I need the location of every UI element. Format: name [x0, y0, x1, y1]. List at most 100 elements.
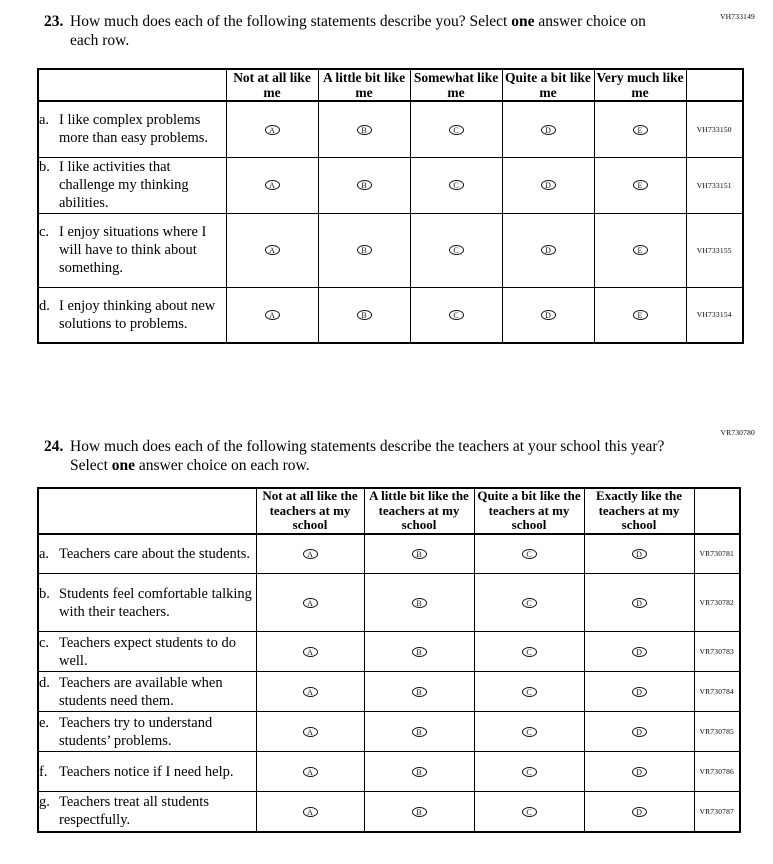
answer-option-cell[interactable]: C: [409, 286, 503, 344]
answer-bubble-b[interactable]: B: [356, 124, 372, 135]
answer-bubble-b[interactable]: B: [411, 726, 427, 737]
answer-bubble-a[interactable]: A: [264, 245, 280, 256]
answer-bubble-d[interactable]: D: [540, 124, 556, 135]
answer-bubble-b[interactable]: B: [411, 806, 427, 817]
answer-option-cell[interactable]: C: [473, 671, 585, 712]
answer-bubble-e[interactable]: E: [632, 180, 648, 191]
answer-bubble-c[interactable]: C: [448, 310, 464, 321]
answer-bubble-b[interactable]: B: [411, 686, 427, 697]
answer-option-cell[interactable]: D: [583, 671, 695, 712]
answer-option-cell[interactable]: B: [317, 212, 411, 288]
answer-bubble-c[interactable]: C: [521, 549, 537, 560]
answer-bubble-d[interactable]: D: [631, 806, 647, 817]
answer-bubble-c[interactable]: C: [521, 806, 537, 817]
answer-bubble-c[interactable]: C: [521, 646, 537, 657]
answer-option-cell[interactable]: A: [225, 286, 319, 344]
answer-bubble-b[interactable]: B: [411, 766, 427, 777]
answer-option-cell[interactable]: D: [501, 212, 595, 288]
answer-option-cell[interactable]: B: [363, 631, 475, 672]
answer-bubble-e[interactable]: E: [632, 124, 648, 135]
answer-bubble-a[interactable]: A: [302, 597, 318, 608]
answer-option-cell[interactable]: C: [473, 533, 585, 574]
answer-option-cell[interactable]: A: [255, 631, 365, 672]
answer-bubble-c[interactable]: C: [448, 124, 464, 135]
table-row: c. Teachers expect students to do well. A B…: [37, 631, 741, 672]
answer-bubble-b[interactable]: B: [411, 646, 427, 657]
answer-option-cell[interactable]: C: [409, 100, 503, 158]
answer-option-cell[interactable]: A: [255, 791, 365, 833]
answer-bubble-e[interactable]: E: [632, 310, 648, 321]
answer-bubble-a[interactable]: A: [302, 726, 318, 737]
answer-bubble-d[interactable]: D: [631, 686, 647, 697]
answer-option-cell[interactable]: D: [583, 751, 695, 792]
answer-option-cell[interactable]: C: [409, 156, 503, 214]
answer-option-cell[interactable]: B: [317, 156, 411, 214]
answer-option-cell[interactable]: B: [363, 751, 475, 792]
answer-bubble-c[interactable]: C: [448, 245, 464, 256]
answer-option-cell[interactable]: D: [583, 631, 695, 672]
answer-option-cell[interactable]: D: [501, 286, 595, 344]
answer-option-cell[interactable]: D: [501, 100, 595, 158]
answer-bubble-a[interactable]: A: [264, 180, 280, 191]
answer-bubble-c[interactable]: C: [521, 766, 537, 777]
answer-option-cell[interactable]: D: [583, 573, 695, 632]
answer-option-cell[interactable]: A: [255, 533, 365, 574]
answer-bubble-b[interactable]: B: [356, 310, 372, 321]
answer-option-cell[interactable]: B: [363, 671, 475, 712]
answer-option-cell[interactable]: B: [317, 286, 411, 344]
answer-bubble-d[interactable]: D: [631, 766, 647, 777]
answer-bubble-a[interactable]: A: [264, 124, 280, 135]
answer-bubble-c[interactable]: C: [521, 686, 537, 697]
answer-bubble-c[interactable]: C: [448, 180, 464, 191]
answer-option-cell[interactable]: A: [225, 212, 319, 288]
answer-bubble-e[interactable]: E: [632, 245, 648, 256]
answer-option-cell[interactable]: D: [583, 711, 695, 752]
answer-option-cell[interactable]: A: [255, 573, 365, 632]
answer-bubble-d[interactable]: D: [540, 310, 556, 321]
answer-bubble-a[interactable]: A: [302, 766, 318, 777]
answer-option-cell[interactable]: A: [255, 711, 365, 752]
answer-option-cell[interactable]: E: [593, 212, 687, 288]
answer-option-cell[interactable]: C: [473, 711, 585, 752]
answer-option-cell[interactable]: C: [409, 212, 503, 288]
answer-option-cell[interactable]: B: [363, 791, 475, 833]
answer-option-cell[interactable]: C: [473, 573, 585, 632]
answer-bubble-d[interactable]: D: [540, 245, 556, 256]
answer-option-cell[interactable]: B: [363, 533, 475, 574]
answer-bubble-d[interactable]: D: [631, 549, 647, 560]
answer-option-cell[interactable]: C: [473, 791, 585, 833]
answer-option-cell[interactable]: A: [255, 751, 365, 792]
item-code: VH733150: [685, 100, 744, 158]
answer-bubble-a[interactable]: A: [302, 806, 318, 817]
answer-bubble-a[interactable]: A: [302, 686, 318, 697]
answer-bubble-a[interactable]: A: [302, 549, 318, 560]
answer-bubble-a[interactable]: A: [302, 646, 318, 657]
answer-bubble-b[interactable]: B: [356, 245, 372, 256]
answer-option-cell[interactable]: A: [225, 156, 319, 214]
answer-option-cell[interactable]: E: [593, 286, 687, 344]
answer-bubble-a[interactable]: A: [264, 310, 280, 321]
answer-option-cell[interactable]: B: [363, 711, 475, 752]
answer-bubble-b[interactable]: B: [411, 597, 427, 608]
item-code: VH733155: [685, 212, 744, 288]
answer-option-cell[interactable]: D: [583, 533, 695, 574]
answer-option-cell[interactable]: E: [593, 100, 687, 158]
answer-bubble-d[interactable]: D: [540, 180, 556, 191]
answer-option-cell[interactable]: A: [255, 671, 365, 712]
answer-option-cell[interactable]: E: [593, 156, 687, 214]
answer-bubble-d[interactable]: D: [631, 726, 647, 737]
answer-bubble-d[interactable]: D: [631, 646, 647, 657]
answer-bubble-b[interactable]: B: [356, 180, 372, 191]
answer-bubble-c[interactable]: C: [521, 597, 537, 608]
answer-option-cell[interactable]: A: [225, 100, 319, 158]
answer-bubble-d[interactable]: D: [631, 597, 647, 608]
answer-option-cell[interactable]: B: [363, 573, 475, 632]
header-option-3: Somewhat like me: [409, 68, 503, 102]
answer-bubble-c[interactable]: C: [521, 726, 537, 737]
answer-option-cell[interactable]: B: [317, 100, 411, 158]
answer-option-cell[interactable]: C: [473, 631, 585, 672]
answer-option-cell[interactable]: D: [583, 791, 695, 833]
answer-option-cell[interactable]: D: [501, 156, 595, 214]
answer-option-cell[interactable]: C: [473, 751, 585, 792]
answer-bubble-b[interactable]: B: [411, 549, 427, 560]
